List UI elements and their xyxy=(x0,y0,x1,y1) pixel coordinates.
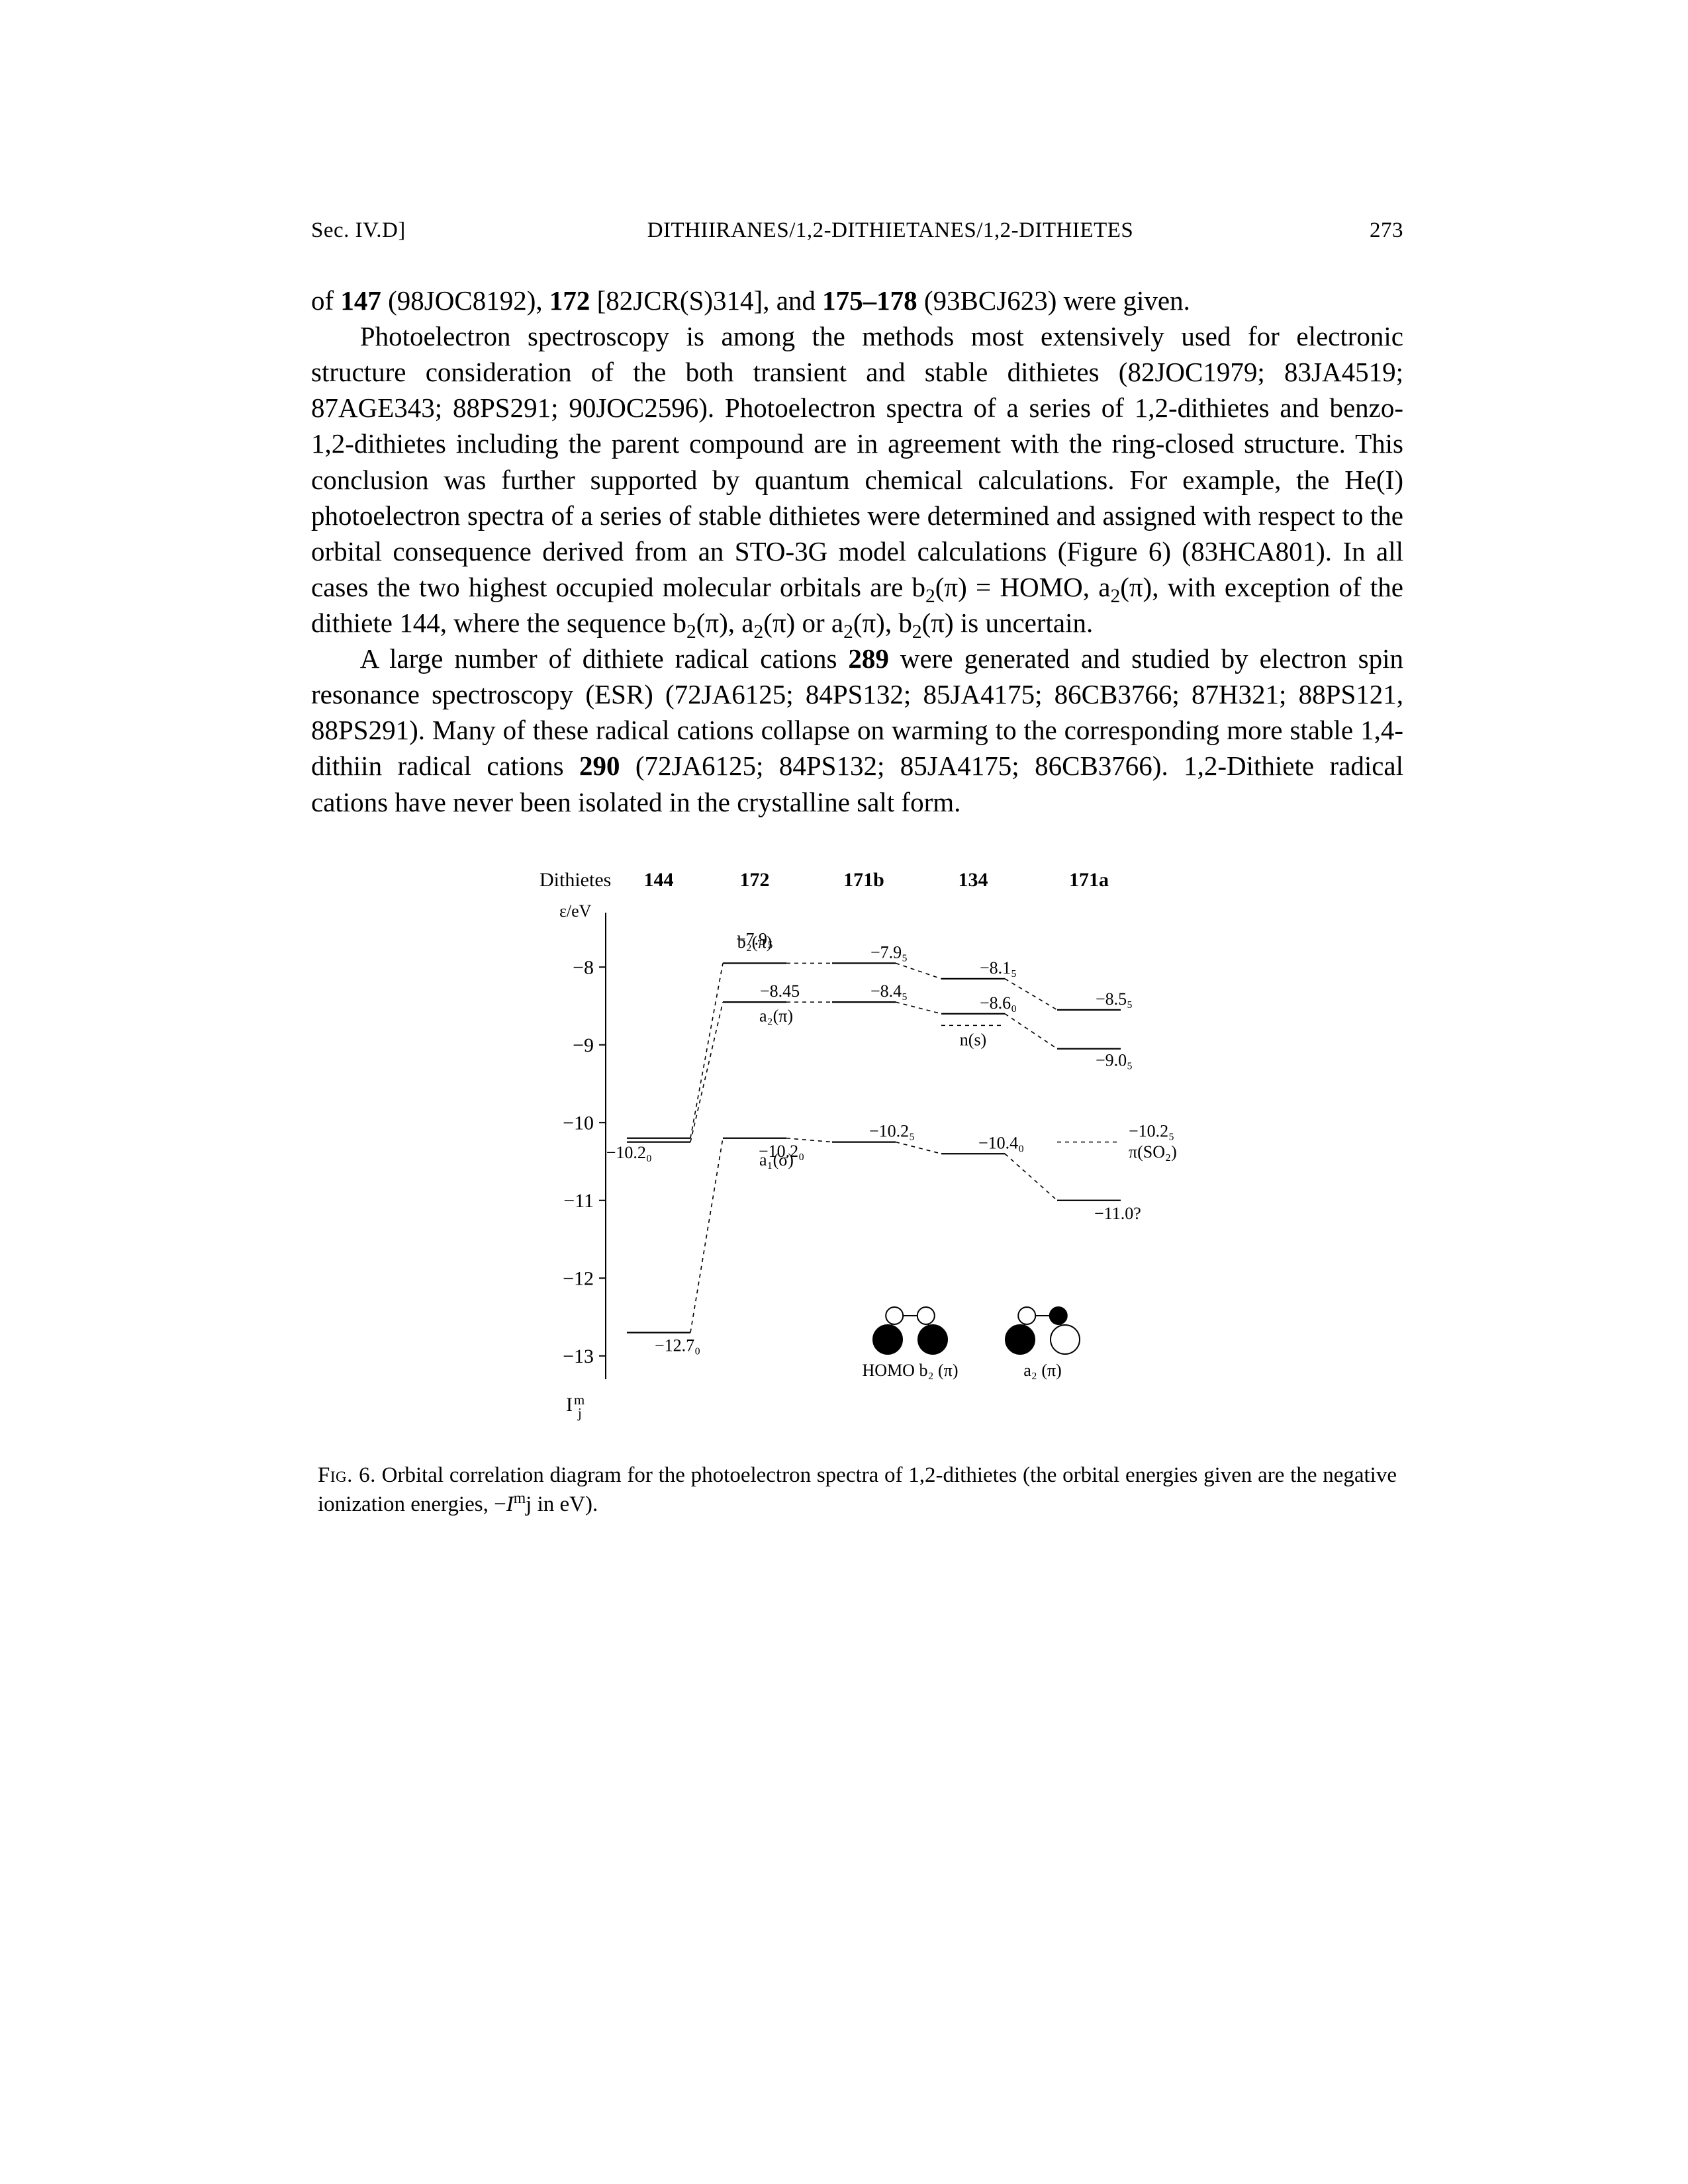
p2-d: (π), a xyxy=(696,608,754,638)
svg-text:Dithietes: Dithietes xyxy=(539,869,611,891)
svg-text:a₁(σ): a₁(σ) xyxy=(759,1150,794,1169)
p1-g: (93BCJ623) were given. xyxy=(917,285,1190,316)
svg-text:−8.45: −8.45 xyxy=(760,981,800,1001)
para-3: A large number of dithiete radical catio… xyxy=(311,641,1403,820)
caption-lead: Fig. 6. xyxy=(318,1463,376,1487)
p1-a: of xyxy=(311,285,340,316)
p2-sub5: 2 xyxy=(843,621,853,643)
p3-a: A large number of dithiete radical catio… xyxy=(360,643,849,674)
svg-text:−12: −12 xyxy=(563,1267,594,1289)
svg-text:171a: 171a xyxy=(1069,869,1109,891)
para-2: Photoelectron spectroscopy is among the … xyxy=(311,318,1403,641)
p2-f: (π), b xyxy=(853,608,912,638)
p1-f: 175–178 xyxy=(822,285,917,316)
caption-a: Orbital correlation diagram for the phot… xyxy=(318,1463,1397,1517)
svg-text:−11: −11 xyxy=(563,1189,594,1211)
runhead-title: DITHIIRANES/1,2-DITHIETANES/1,2-DITHIETE… xyxy=(457,218,1324,243)
svg-text:HOMO b₂ (π): HOMO b₂ (π) xyxy=(863,1361,959,1380)
svg-text:−8.5₅: −8.5₅ xyxy=(1096,989,1133,1009)
svg-text:−8.4₅: −8.4₅ xyxy=(870,981,908,1001)
svg-text:−13: −13 xyxy=(563,1345,594,1367)
svg-text:ε/eV: ε/eV xyxy=(559,901,592,921)
svg-text:−10.2₅: −10.2₅ xyxy=(1129,1121,1174,1140)
caption-b: I xyxy=(506,1492,514,1516)
para-1: of 147 (98JOC8192), 172 [82JCR(S)314], a… xyxy=(311,283,1403,318)
svg-text:−10: −10 xyxy=(563,1112,594,1134)
figure-6: Dithietes 144 172 171b 134 171a ε/eV −8 −9 −10 −11… xyxy=(311,850,1403,1520)
svg-text:134: 134 xyxy=(959,869,988,891)
runhead-section: Sec. IV.D] xyxy=(311,218,457,243)
svg-text:−11.0?: −11.0? xyxy=(1094,1203,1141,1222)
p2-sub2: 2 xyxy=(1110,586,1120,607)
svg-text:π(SO₂): π(SO₂) xyxy=(1129,1142,1177,1161)
caption-sup: m xyxy=(514,1490,526,1507)
svg-text:b₂(π): b₂(π) xyxy=(737,933,773,952)
p2-b: (π) = HOMO, a xyxy=(935,572,1111,602)
svg-text:171b: 171b xyxy=(843,869,884,891)
p1-b: 147 xyxy=(340,285,381,316)
svg-text:−9: −9 xyxy=(573,1034,594,1056)
p2-e: (π) or a xyxy=(763,608,843,638)
svg-text:−10.2₀: −10.2₀ xyxy=(606,1142,652,1161)
p3-d: 290 xyxy=(579,751,620,781)
svg-text:−12.7₀: −12.7₀ xyxy=(655,1336,700,1355)
p1-c: (98JOC8192), xyxy=(381,285,549,316)
svg-text:172: 172 xyxy=(740,869,770,891)
svg-text:n(s): n(s) xyxy=(960,1030,986,1049)
runhead-page: 273 xyxy=(1324,218,1403,243)
p2-g: (π) is uncertain. xyxy=(922,608,1094,638)
body-text: of 147 (98JOC8192), 172 [82JCR(S)314], a… xyxy=(311,283,1403,820)
svg-text:−8.1₅: −8.1₅ xyxy=(980,958,1017,978)
p3-b: 289 xyxy=(848,643,889,674)
svg-text:−10.2₅: −10.2₅ xyxy=(869,1121,915,1140)
p2-sub3: 2 xyxy=(686,621,696,643)
figure-6-caption: Fig. 6. Orbital correlation diagram for … xyxy=(311,1461,1403,1520)
svg-text:−8.6₀: −8.6₀ xyxy=(980,993,1017,1012)
svg-text:−9.0₅: −9.0₅ xyxy=(1096,1050,1133,1069)
svg-text:I: I xyxy=(566,1394,573,1416)
caption-c: j in eV). xyxy=(526,1492,598,1516)
svg-text:−8: −8 xyxy=(573,956,594,978)
p1-e: [82JCR(S)314], and xyxy=(590,285,822,316)
svg-text:−7.9₅: −7.9₅ xyxy=(870,942,908,962)
p2-sub6: 2 xyxy=(912,621,922,643)
p1-d: 172 xyxy=(549,285,590,316)
p2-sub4: 2 xyxy=(753,621,763,643)
p2-sub1: 2 xyxy=(925,586,935,607)
p2-a: Photoelectron spectroscopy is among the … xyxy=(311,321,1403,602)
svg-text:a₂(π): a₂(π) xyxy=(759,1006,793,1025)
svg-text:144: 144 xyxy=(644,869,674,891)
svg-text:a₂ (π): a₂ (π) xyxy=(1023,1361,1062,1380)
svg-text:−10.4₀: −10.4₀ xyxy=(978,1133,1024,1152)
running-head: Sec. IV.D] DITHIIRANES/1,2-DITHIETANES/1… xyxy=(311,218,1403,243)
page: Sec. IV.D] DITHIIRANES/1,2-DITHIETANES/1… xyxy=(0,0,1688,2184)
svg-text:j: j xyxy=(577,1406,582,1421)
orbital-correlation-diagram: Dithietes 144 172 171b 134 171a ε/eV −8 −9 −10 −11… xyxy=(460,850,1254,1445)
